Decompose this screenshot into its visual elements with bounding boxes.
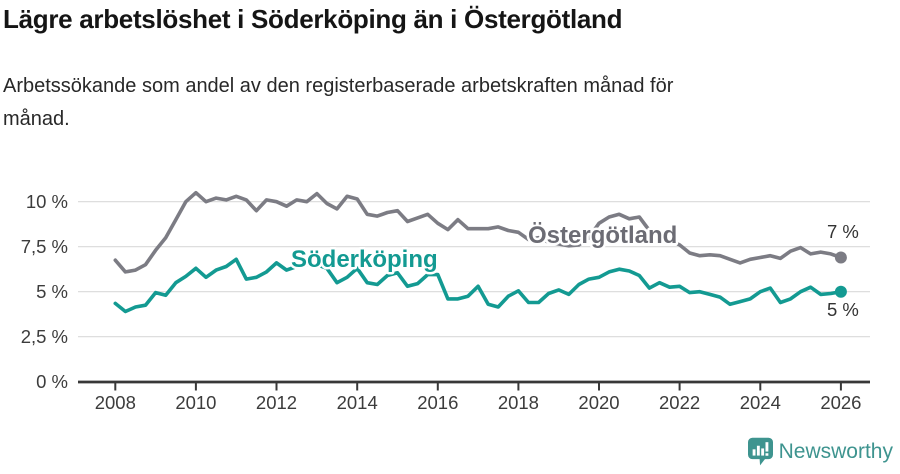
y-tick-label: 5 % [36,281,68,302]
axis-ticks-and-labels: 0 % 2,5 % 5 % 7,5 % 10 % 2008 2010 2012 2014 2016… [21,191,862,413]
x-tick-label: 2022 [659,392,700,413]
chart-subtitle: Arbetssökande som andel av den registerb… [3,70,673,136]
series-label-soderkoping: Söderköping [291,246,438,273]
x-tick-label: 2008 [95,392,136,413]
x-tick-label: 2014 [337,392,378,413]
x-tick-label: 2024 [740,392,781,413]
newsworthy-attribution-link[interactable]: Newsworthy [747,437,893,467]
end-dot-soderkoping [834,285,847,298]
x-tick-label: 2012 [256,392,297,413]
x-tick-label: 2026 [820,392,861,413]
series-label-ostergotland: Östergötland [528,222,677,249]
subtitle-line-1: Arbetssökande som andel av den registerb… [3,75,674,97]
x-tick-label: 2018 [498,392,539,413]
end-value-label-ostergotland: 7 % [827,221,859,242]
y-tick-label: 0 % [36,371,68,392]
logo-bubble-shape [747,437,773,466]
y-tick-label: 7,5 % [21,236,68,257]
page-title: Lägre arbetslöshet i Söderköping än i Ös… [3,4,623,34]
y-tick-label: 2,5 % [21,326,68,347]
logo-bar-chart-glyph [752,442,768,456]
series-layer [113,190,847,314]
line-ostergotland [113,190,843,274]
x-tick-label: 2010 [175,392,216,413]
end-value-label-soderkoping: 5 % [827,299,859,320]
newsworthy-logo-icon [747,437,773,466]
brand-name: Newsworthy [778,440,893,463]
end-dot-ostergotland [834,251,847,264]
x-tick-label: 2016 [417,392,458,413]
x-tick-label: 2020 [578,392,619,413]
subtitle-line-2: månad. [3,108,70,130]
line-soderkoping [113,257,843,314]
y-tick-label: 10 % [26,191,68,212]
